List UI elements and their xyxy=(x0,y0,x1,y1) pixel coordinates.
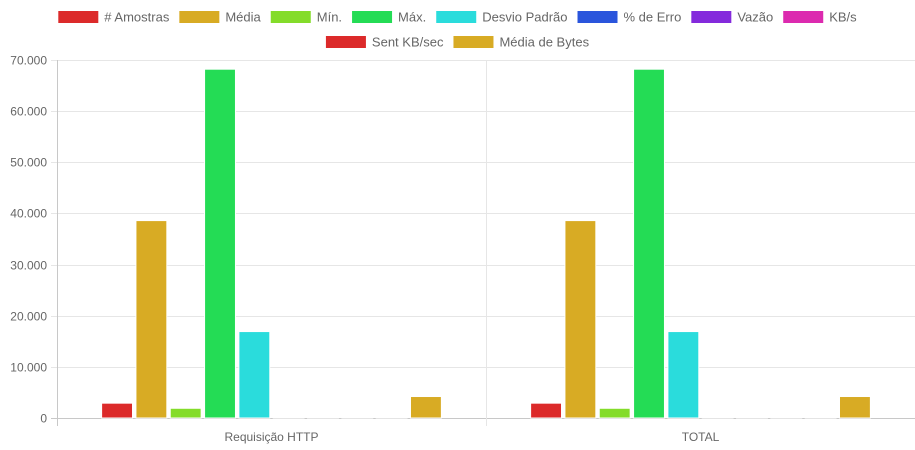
bar[interactable] xyxy=(770,416,803,419)
legend-label: % de Erro xyxy=(624,10,682,25)
legend-item[interactable]: Desvio Padrão xyxy=(436,10,568,25)
bar[interactable] xyxy=(701,416,734,419)
legend-swatch xyxy=(691,11,732,23)
legend-swatch xyxy=(453,36,494,48)
legend-swatch xyxy=(577,11,618,23)
legend-item[interactable]: Sent KB/sec xyxy=(325,35,444,50)
bar[interactable] xyxy=(736,416,768,419)
legend-swatch xyxy=(58,11,99,23)
bar[interactable] xyxy=(272,416,305,419)
legend-label: Desvio Padrão xyxy=(482,10,567,25)
y-tick-label: 0 xyxy=(40,412,47,426)
legend-label: Média xyxy=(225,10,261,25)
bar[interactable] xyxy=(307,416,339,419)
legend-item[interactable]: Máx. xyxy=(352,10,426,25)
bar[interactable] xyxy=(838,396,871,419)
legend-item[interactable]: # Amostras xyxy=(58,10,170,25)
legend-label: Mín. xyxy=(317,10,342,25)
x-tick-label: TOTAL xyxy=(682,430,720,444)
bar[interactable] xyxy=(633,68,665,419)
legend-label: Média de Bytes xyxy=(499,35,589,50)
y-tick-label: 60.000 xyxy=(10,105,47,119)
legend-label: Máx. xyxy=(398,10,426,25)
y-tick-label: 30.000 xyxy=(10,259,47,273)
legend-item[interactable]: KB/s xyxy=(783,10,857,25)
chart-legend: # Amostras Média Mín. Máx. Desvio Padrão % de… xyxy=(58,10,857,50)
chart-grid xyxy=(51,60,915,426)
legend-swatch xyxy=(325,36,366,48)
bar[interactable] xyxy=(804,416,837,419)
y-tick-label: 40.000 xyxy=(10,207,47,221)
legend-swatch xyxy=(436,11,477,23)
legend-label: # Amostras xyxy=(104,10,170,25)
legend-swatch xyxy=(270,11,311,23)
bar[interactable] xyxy=(135,220,168,419)
bar[interactable] xyxy=(375,416,408,419)
bar[interactable] xyxy=(169,407,202,419)
legend-label: Vazão xyxy=(737,10,773,25)
x-axis: Requisição HTTP TOTAL xyxy=(224,430,719,444)
legend-label: KB/s xyxy=(829,10,857,25)
legend-item[interactable]: Mín. xyxy=(270,10,342,25)
y-tick-label: 20.000 xyxy=(10,310,47,324)
bar[interactable] xyxy=(341,416,374,419)
legend-swatch xyxy=(352,11,393,23)
y-tick-label: 70.000 xyxy=(10,54,47,68)
bar[interactable] xyxy=(238,331,271,419)
x-tick-label: Requisição HTTP xyxy=(224,430,318,444)
y-axis: 0 10.000 20.000 30.000 40.000 50.000 60.000 70.… xyxy=(10,54,47,426)
bar[interactable] xyxy=(564,220,597,419)
bar[interactable] xyxy=(409,396,442,419)
legend-swatch xyxy=(783,11,824,23)
bar[interactable] xyxy=(530,402,563,419)
legend-item[interactable]: Vazão xyxy=(691,10,773,25)
legend-label: Sent KB/sec xyxy=(372,35,444,50)
legend-item[interactable]: % de Erro xyxy=(577,10,682,25)
bar[interactable] xyxy=(598,407,631,419)
legend-item[interactable]: Média xyxy=(179,10,262,25)
y-tick-label: 50.000 xyxy=(10,156,47,170)
legend-swatch xyxy=(179,11,220,23)
chart-bars xyxy=(101,68,871,419)
bar[interactable] xyxy=(667,331,700,419)
bar[interactable] xyxy=(204,68,236,419)
y-tick-label: 10.000 xyxy=(10,361,47,375)
legend-item[interactable]: Média de Bytes xyxy=(453,35,590,50)
bar[interactable] xyxy=(101,402,134,419)
